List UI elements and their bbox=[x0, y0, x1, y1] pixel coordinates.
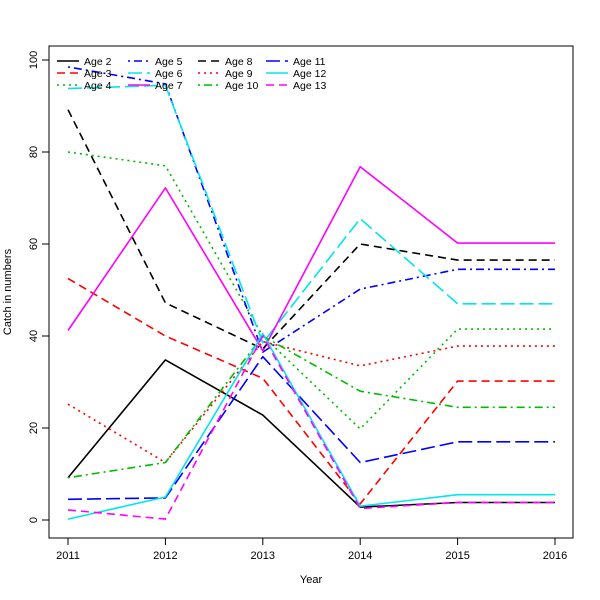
series-line-age-10 bbox=[67, 335, 555, 479]
y-axis: 0 20 40 60 80 100 bbox=[28, 51, 50, 523]
x-tick-label: 2011 bbox=[56, 550, 80, 562]
series-line-age-13 bbox=[67, 335, 555, 520]
series-line-age-11 bbox=[67, 355, 555, 501]
series-lines bbox=[67, 66, 555, 520]
y-tick-label: 40 bbox=[28, 330, 40, 342]
y-axis-label: Catch in numbers bbox=[2, 248, 14, 335]
y-tick-label: 0 bbox=[28, 517, 40, 523]
x-tick-label: 2014 bbox=[348, 550, 372, 562]
series-line-age-5 bbox=[67, 66, 555, 353]
legend-label: Age 13 bbox=[293, 80, 326, 92]
legend-label: Age 11 bbox=[293, 56, 326, 68]
series-line-age-8 bbox=[67, 109, 555, 350]
legend-label: Age 9 bbox=[225, 68, 253, 80]
series-line-age-6 bbox=[67, 84, 555, 344]
x-tick-label: 2013 bbox=[251, 550, 275, 562]
x-tick-label: 2015 bbox=[445, 550, 469, 562]
legend-label: Age 6 bbox=[155, 68, 183, 80]
legend-label: Age 5 bbox=[155, 56, 183, 68]
y-tick-label: 20 bbox=[28, 422, 40, 434]
y-tick-label: 80 bbox=[28, 146, 40, 158]
legend-label: Age 4 bbox=[84, 80, 112, 92]
legend-label: Age 10 bbox=[225, 80, 258, 92]
series-line-age-9 bbox=[67, 340, 555, 464]
legend-label: Age 8 bbox=[225, 56, 253, 68]
x-axis-label: Year bbox=[300, 574, 323, 586]
legend-label: Age 12 bbox=[293, 68, 326, 80]
legend-label: Age 3 bbox=[84, 68, 112, 80]
series-line-age-4 bbox=[67, 151, 555, 430]
y-tick-label: 100 bbox=[28, 51, 40, 69]
series-line-age-7 bbox=[67, 165, 555, 352]
series-line-age-3 bbox=[67, 277, 555, 505]
x-tick-label: 2012 bbox=[153, 550, 177, 562]
y-tick-label: 60 bbox=[28, 238, 40, 250]
legend-label: Age 7 bbox=[155, 80, 183, 92]
x-axis: 2011 2012 2013 2014 2015 2016 bbox=[56, 537, 567, 562]
legend-label: Age 2 bbox=[84, 56, 112, 68]
series-line-age-12 bbox=[67, 332, 555, 520]
x-tick-label: 2016 bbox=[543, 550, 567, 562]
